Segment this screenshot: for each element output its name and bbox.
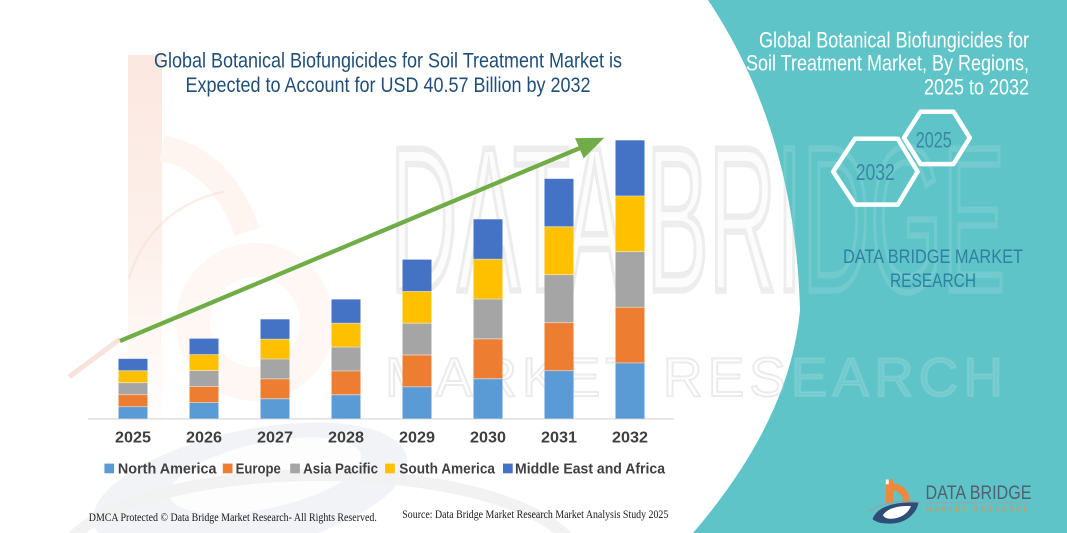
svg-text:2025 to 2032: 2025 to 2032 bbox=[924, 74, 1029, 99]
svg-text:2032: 2032 bbox=[856, 159, 895, 185]
svg-text:Global Botanical Biofungicides: Global Botanical Biofungicides for bbox=[759, 27, 1029, 52]
svg-text:South America: South America bbox=[399, 461, 495, 478]
svg-text:2031: 2031 bbox=[541, 429, 577, 446]
svg-text:Europe: Europe bbox=[236, 461, 281, 478]
svg-text:North America: North America bbox=[118, 461, 217, 478]
svg-text:MARKET RESEARCH: MARKET RESEARCH bbox=[926, 507, 1029, 514]
svg-text:Expected to Account for USD 40: Expected to Account for USD 40.57 Billio… bbox=[186, 73, 591, 97]
svg-text:2030: 2030 bbox=[470, 429, 506, 446]
svg-text:Source: Data Bridge Market Res: Source: Data Bridge Market Research Mark… bbox=[402, 509, 668, 521]
svg-text:DATA BRIDGE MARKET: DATA BRIDGE MARKET bbox=[843, 246, 1023, 268]
svg-text:2027: 2027 bbox=[257, 429, 293, 446]
svg-text:2025: 2025 bbox=[115, 429, 151, 446]
svg-text:Soil Treatment Market, By Regi: Soil Treatment Market, By Regions, bbox=[746, 51, 1029, 76]
svg-text:2028: 2028 bbox=[328, 429, 364, 446]
svg-text:2026: 2026 bbox=[186, 429, 222, 446]
svg-text:2029: 2029 bbox=[399, 429, 435, 446]
svg-text:Asia Pacific: Asia Pacific bbox=[303, 461, 378, 478]
svg-text:DATA BRIDGE: DATA BRIDGE bbox=[926, 483, 1032, 504]
svg-text:2032: 2032 bbox=[612, 429, 648, 446]
svg-text:Global Botanical Biofungicides: Global Botanical Biofungicides for Soil … bbox=[154, 48, 622, 72]
svg-text:RESEARCH: RESEARCH bbox=[890, 270, 976, 292]
svg-text:Middle East and Africa: Middle East and Africa bbox=[515, 461, 666, 478]
svg-text:2025: 2025 bbox=[916, 127, 952, 152]
svg-text:DMCA Protected © Data Bridge M: DMCA Protected © Data Bridge Market Rese… bbox=[89, 512, 377, 524]
